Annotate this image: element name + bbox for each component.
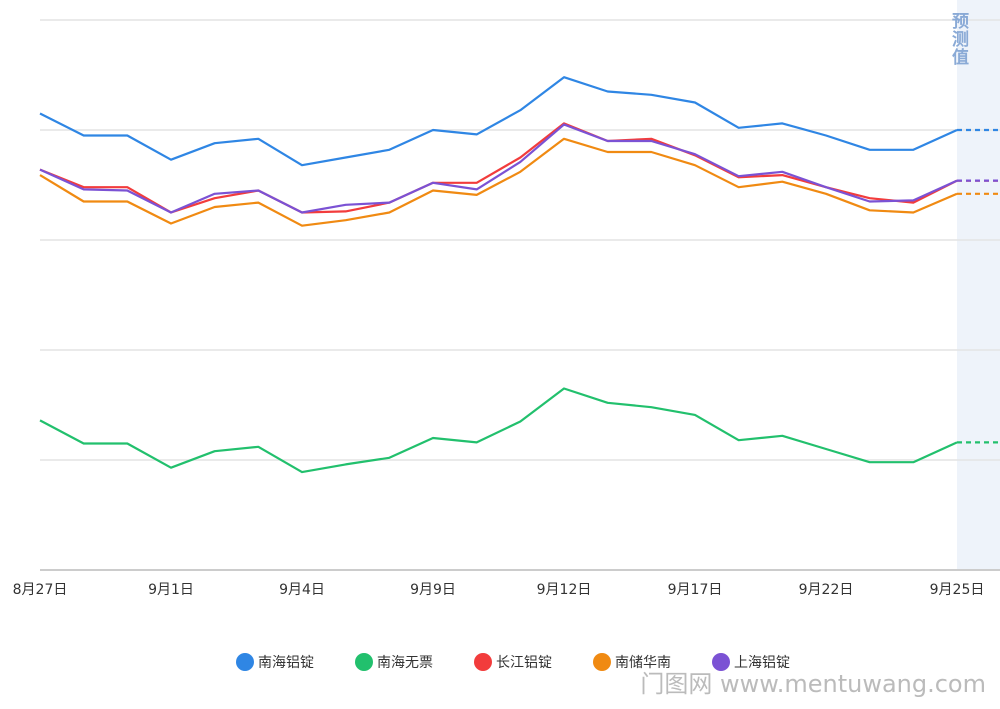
series-line [39,137,958,227]
x-tick-label: 9月12日 [537,582,592,598]
legend-swatch [474,653,492,671]
legend-label: 南海无票 [377,655,433,671]
legend-swatch [355,653,373,671]
x-tick-label: 9月17日 [668,582,723,598]
x-tick-label: 9月22日 [799,582,854,598]
legend-swatch [236,653,254,671]
series-line [39,387,958,474]
x-tick-label: 9月1日 [148,582,194,598]
watermark: 门图网 www.mentuwang.com [640,670,986,698]
series-line [39,122,958,214]
legend-label: 长江铝锭 [496,655,552,671]
forecast-band [957,0,1000,570]
x-tick-label: 8月27日 [13,582,68,598]
legend-swatch [712,653,730,671]
legend-label: 南海铝锭 [258,655,314,671]
x-tick-label: 9月25日 [930,582,985,598]
forecast-label: 预测值 [948,12,968,66]
legend-swatch [593,653,611,671]
series-line [39,76,958,167]
series-line [39,123,958,214]
legend-label: 南储华南 [615,655,671,671]
legend-label: 上海铝锭 [734,655,790,671]
x-tick-label: 9月9日 [410,582,456,598]
x-tick-label: 9月4日 [279,582,325,598]
